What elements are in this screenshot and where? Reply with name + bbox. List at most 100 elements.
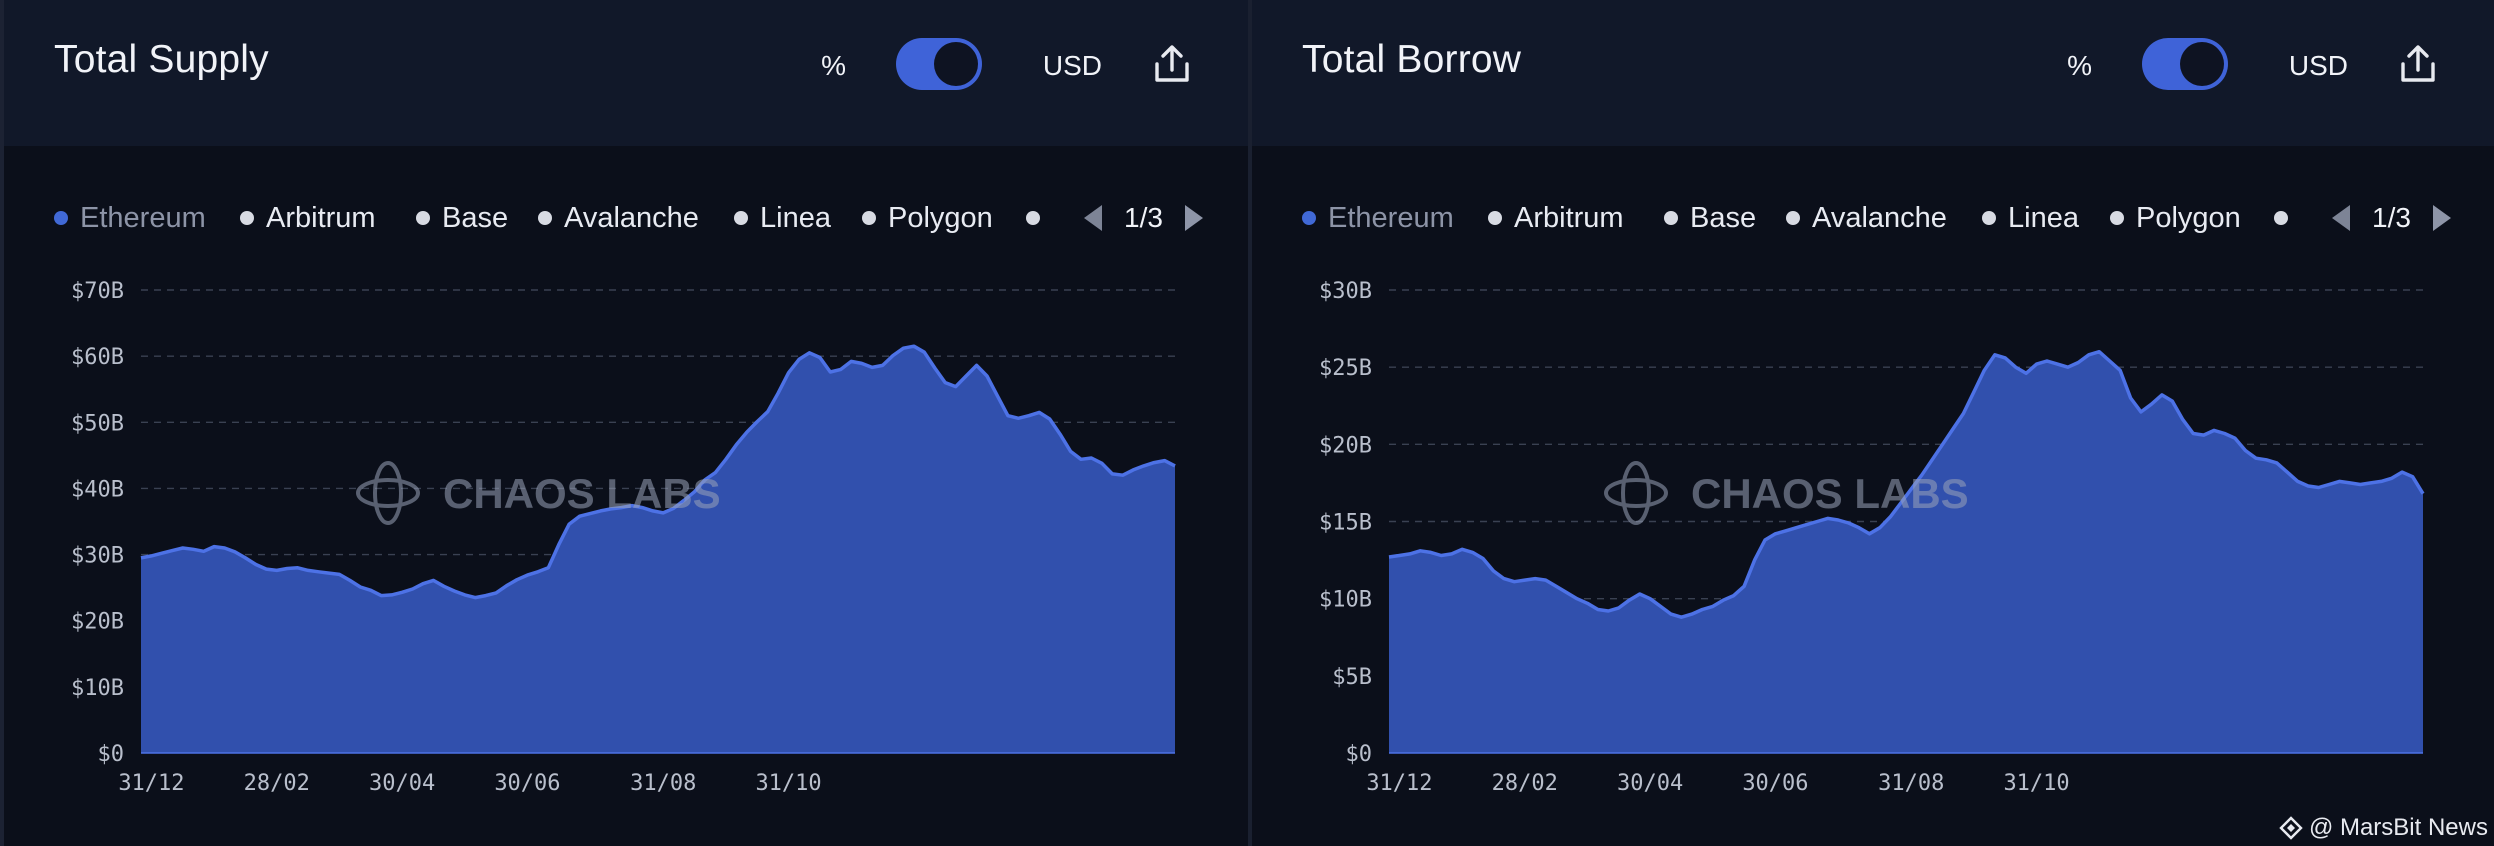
marsbit-logo-icon xyxy=(2279,816,2303,840)
x-tick-label: 31/12 xyxy=(118,771,184,796)
legend-label: Ethereum xyxy=(80,201,206,234)
panel-header: Total Supply % USD xyxy=(4,0,1248,146)
legend-dot xyxy=(416,211,430,225)
x-tick-label: 30/04 xyxy=(1617,771,1683,796)
series-line xyxy=(1388,349,2425,619)
legend-dot xyxy=(538,211,552,225)
share-export-icon[interactable] xyxy=(2396,42,2440,86)
x-tick-label: 28/02 xyxy=(244,771,310,796)
toggle-knob xyxy=(2180,42,2224,86)
unit-toggle-switch[interactable] xyxy=(896,38,982,90)
y-tick-label: $60B xyxy=(71,345,124,370)
watermark-logo-ring xyxy=(1604,478,1668,508)
legend-label: Avalanche xyxy=(1812,201,1947,234)
legend-label: Polygon xyxy=(2136,201,2241,234)
supply-area-chart: $0 $10B $20B $30B $40B $50B $60B $70B 31/12 28/02… xyxy=(71,279,1176,796)
legend-item-base[interactable]: Base xyxy=(416,198,508,238)
next-page-arrow-icon[interactable] xyxy=(1184,205,1203,231)
legend-dot xyxy=(1664,211,1678,225)
legend-dot xyxy=(2110,211,2124,225)
share-export-icon[interactable] xyxy=(1150,42,1194,86)
legend-item-avalanche[interactable]: Avalanche xyxy=(538,198,699,238)
legend-label: Linea xyxy=(2008,201,2079,234)
y-tick-label: $20B xyxy=(71,610,124,635)
watermark-logo-ring xyxy=(373,461,403,525)
legend-item-polygon[interactable]: Polygon xyxy=(862,198,993,238)
watermark-text: @ MarsBit News xyxy=(2308,814,2488,841)
y-tick-label: $40B xyxy=(71,477,124,502)
page-indicator: 1/3 xyxy=(1124,202,1163,233)
legend-label: Polygon xyxy=(888,201,993,234)
x-tick-label: 31/12 xyxy=(1366,771,1432,796)
legend-dot xyxy=(862,211,876,225)
legend-dot xyxy=(2274,211,2288,225)
x-tick-label: 30/04 xyxy=(369,771,435,796)
chaos-labs-watermark: CHAOS LABS xyxy=(1604,461,1969,525)
panel-header: Total Borrow % USD xyxy=(1252,0,2494,146)
chart-legend: Ethereum Arbitrum Base Avalanche Linea P… xyxy=(54,198,1208,238)
legend-dot xyxy=(54,211,68,225)
legend-dot xyxy=(1302,211,1316,225)
legend-label: Arbitrum xyxy=(1514,201,1624,234)
legend-pager: 1/3 xyxy=(2332,198,2451,238)
legend-dot xyxy=(734,211,748,225)
legend-item-more[interactable] xyxy=(1026,198,1052,238)
legend-item-base[interactable]: Base xyxy=(1664,198,1756,238)
legend-label: Base xyxy=(1690,201,1757,234)
y-tick-label: $25B xyxy=(1319,356,1372,381)
legend-label: Base xyxy=(442,201,509,234)
prev-page-arrow-icon[interactable] xyxy=(1084,205,1102,231)
y-tick-label: $70B xyxy=(71,279,124,304)
page-title: Total Supply xyxy=(54,38,269,81)
percent-label: % xyxy=(821,50,846,81)
usd-label: USD xyxy=(1042,50,1102,81)
page-title: Total Borrow xyxy=(1302,38,1522,81)
legend-label: Ethereum xyxy=(1328,201,1454,234)
x-tick-label: 28/02 xyxy=(1492,771,1558,796)
total-borrow-panel: Total Borrow % USD Ethereum Arbitrum Bas… xyxy=(1248,0,2494,846)
area-fill xyxy=(141,346,1175,753)
unit-toggle-switch[interactable] xyxy=(2142,38,2228,90)
page-indicator: 1/3 xyxy=(2372,202,2411,233)
x-tick-label: 31/08 xyxy=(1878,771,1944,796)
y-tick-label: $0 xyxy=(1346,742,1373,767)
watermark-logo-ring xyxy=(1621,461,1651,525)
prev-page-arrow-icon[interactable] xyxy=(2332,205,2350,231)
legend-item-ethereum[interactable]: Ethereum xyxy=(1302,198,1454,238)
legend-item-ethereum[interactable]: Ethereum xyxy=(54,198,206,238)
percent-label: % xyxy=(2067,50,2092,81)
watermark-logo-ring xyxy=(356,478,420,508)
x-tick-label: 30/06 xyxy=(1742,771,1808,796)
next-page-arrow-icon[interactable] xyxy=(2432,205,2451,231)
legend-item-more[interactable] xyxy=(2274,198,2300,238)
y-tick-label: $30B xyxy=(1319,279,1372,304)
y-tick-label: $20B xyxy=(1319,433,1372,458)
legend-dot xyxy=(1026,211,1040,225)
toggle-knob xyxy=(934,42,978,86)
legend-label: Arbitrum xyxy=(266,201,376,234)
legend-dot xyxy=(1488,211,1502,225)
legend-item-arbitrum[interactable]: Arbitrum xyxy=(1488,198,1624,238)
legend-item-linea[interactable]: Linea xyxy=(734,198,831,238)
legend-item-linea[interactable]: Linea xyxy=(1982,198,2079,238)
y-tick-label: $10B xyxy=(71,676,124,701)
area-fill xyxy=(1389,351,2423,753)
usd-label: USD xyxy=(2288,50,2348,81)
total-supply-panel: Total Supply % USD Ethereum Arbitrum Bas… xyxy=(0,0,1248,846)
legend-dot xyxy=(1982,211,1996,225)
y-tick-label: $50B xyxy=(71,411,124,436)
legend-pager: 1/3 xyxy=(1084,198,1203,238)
legend-dot xyxy=(1786,211,1800,225)
series-line xyxy=(140,344,1176,600)
source-watermark: @ MarsBit News xyxy=(2279,814,2488,842)
chaos-labs-watermark: CHAOS LABS xyxy=(356,461,721,525)
y-tick-label: $0 xyxy=(98,742,125,767)
legend-item-arbitrum[interactable]: Arbitrum xyxy=(240,198,376,238)
legend-item-avalanche[interactable]: Avalanche xyxy=(1786,198,1947,238)
watermark-logo-text: CHAOS LABS xyxy=(443,470,721,517)
y-tick-label: $10B xyxy=(1319,588,1372,613)
x-tick-label: 31/08 xyxy=(630,771,696,796)
watermark-logo-text: CHAOS LABS xyxy=(1691,470,1969,517)
legend-item-polygon[interactable]: Polygon xyxy=(2110,198,2241,238)
legend-label: Avalanche xyxy=(564,201,699,234)
